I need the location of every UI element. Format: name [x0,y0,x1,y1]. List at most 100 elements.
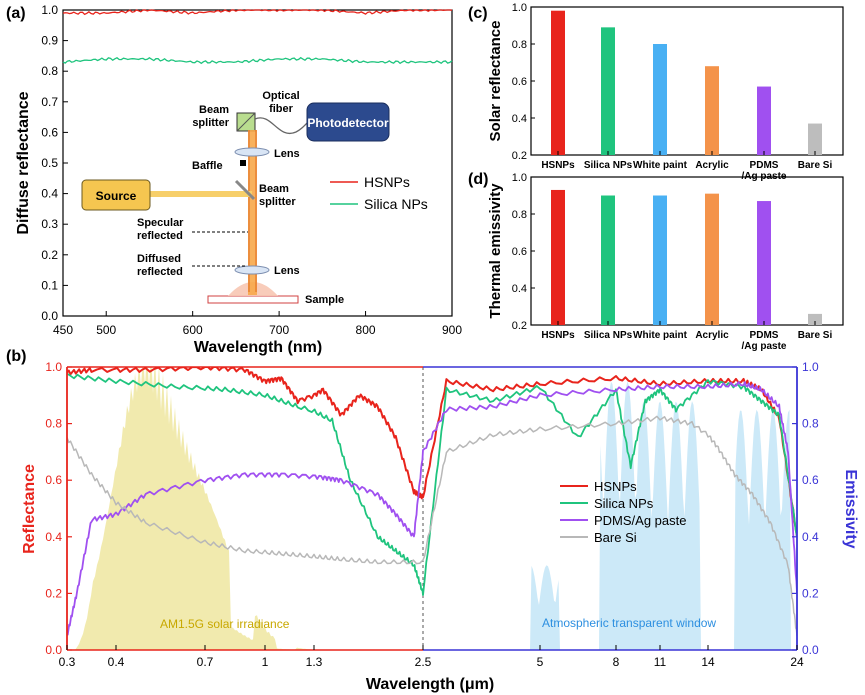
series-line-hsnps [62,9,453,16]
baffle-label: Baffle [192,160,223,172]
panel-d-y-ticks: 0.2 0.4 0.6 0.8 1.0 [512,172,535,332]
panel-d-y-axis-label: Thermal emissivity [487,183,504,319]
legend-label: PDMS/Ag paste [594,513,687,528]
category-label-line: Silica NPs [584,160,633,171]
bar-silica-nps [601,195,615,325]
panel-label-d: (d) [468,171,488,188]
atm-window-label: Atmospheric transparent window [542,616,716,630]
y-tick-label: 0.6 [512,76,527,88]
category-label: Acrylic [695,330,729,341]
right-y-tick-label: 0.2 [802,586,819,600]
bar-bare-si [808,123,822,155]
category-label: Acrylic [695,160,729,171]
series-line-pdms-ag-paste [67,381,797,636]
series-line-hsnps [67,367,797,537]
panel-a-y-ticks: 0.0 0.1 0.2 0.3 0.4 0.5 0.6 0.7 0.8 0.9 1.0 [41,3,68,323]
legend-label-silica: Silica NPs [364,196,428,212]
specular-label: Specular reflected [137,217,184,242]
x-tick-label: 600 [183,323,203,337]
bar-white-paint [653,44,667,155]
legend-label-hsnps: HSNPs [364,174,410,190]
y-tick-label: 0.8 [41,64,58,78]
right-y-tick-label: 0.4 [802,530,819,544]
left-y-tick-label: 0.0 [45,643,62,657]
panel-c-frame [530,6,844,156]
sample-plate [207,295,299,304]
bar-acrylic [705,66,719,155]
photodetector-box [306,102,390,142]
panel-c-y-ticks: 0.2 0.4 0.6 0.8 1.0 [512,2,535,162]
legend-label: Silica NPs [594,496,654,511]
x-tick-label: 700 [269,323,289,337]
beam-splitter-mid-line2: splitter [259,196,296,208]
panel-c: 0.2 0.4 0.6 0.8 1.0 HSNPs Silica NPs White pai… [487,2,844,182]
y-tick-label: 0.4 [512,283,527,295]
y-tick-label: 1.0 [512,2,527,14]
beam-splitter-mid-line1: Beam [259,183,289,195]
lens-bottom [234,265,270,275]
y-tick-label: 1.0 [512,172,527,184]
panel-a-x-ticks: 450 500 600 700 800 900 [53,311,462,337]
panel-b-legend: HSNPs Silica NPs PDMS/Ag paste Bare Si [560,479,687,545]
diffused-line1: Diffused [137,253,181,265]
panel-b: 0.0 0.0 0.2 0.2 0.4 0.4 0.6 0.6 0.8 0.8 1.0 1.0 0.3… [21,360,859,693]
bar-white-paint [653,195,667,325]
baffle-block [240,160,246,166]
panel-b-y-ticks: 0.0 0.0 0.2 0.2 0.4 0.4 0.6 0.6 0.8 0.8 1.0 1.0 [45,360,819,657]
category-label-line: White paint [633,330,688,341]
right-y-tick-label: 1.0 [802,360,819,374]
y-tick-label: 0.2 [512,320,527,332]
category-label: PDMS/Ag paste [741,330,786,352]
specular-line2: reflected [137,230,183,242]
panel-a-series [62,9,453,65]
right-y-tick-label: 0.6 [802,473,819,487]
x-tick-label: 0.4 [108,655,125,669]
y-tick-label: 0.3 [41,217,58,231]
optical-fiber-line [254,117,309,135]
y-tick-label: 0.4 [512,113,527,125]
panel-a-y-axis-label: Diffuse reflectance [15,91,32,234]
x-tick-label: 450 [53,323,73,337]
series-line-bare-si [67,415,797,636]
light-beam-horizontal [150,191,252,197]
optical-fiber-line2: fiber [269,103,294,115]
category-label: PDMS/Ag paste [741,160,786,182]
y-tick-label: 0.7 [41,95,58,109]
panel-b-x-ticks: 0.3 0.4 0.7 1 1.3 2.5 5 8 11 14 24 [59,645,804,669]
category-label: White paint [633,330,688,341]
panel-b-left-y-axis-label: Reflectance [21,464,38,554]
right-y-tick-label: 0.0 [802,643,819,657]
x-tick-label: 5 [537,655,544,669]
panel-c-y-axis-label: Solar reflectance [487,21,504,142]
category-label-line: HSNPs [541,330,575,341]
panel-d-frame [530,176,844,326]
diffused-label: Diffused reflected [137,253,183,278]
beam-splitter-mirror [234,179,256,201]
category-label-line: Acrylic [695,330,729,341]
diffused-line2: reflected [137,266,183,278]
y-tick-label: 0.8 [512,39,527,51]
panel-label-b: (b) [6,348,26,365]
category-label: HSNPs [541,160,575,171]
bar-bare-si [808,313,822,325]
panel-d-bars [551,189,822,325]
left-y-tick-label: 0.6 [45,473,62,487]
y-tick-label: 0.6 [41,125,58,139]
y-tick-label: 1.0 [41,3,58,17]
light-beam-vertical [248,130,257,295]
legend-label: HSNPs [594,479,637,494]
optical-fiber-label: Optical fiber [262,90,299,115]
panel-b-series [67,367,797,636]
y-tick-label: 0.9 [41,34,58,48]
x-tick-label: 0.7 [197,655,214,669]
sample-label: Sample [305,294,344,306]
category-label: Bare Si [798,330,833,341]
beam-splitter-top-line1: Beam [199,104,229,116]
left-y-tick-label: 1.0 [45,360,62,374]
category-label: HSNPs [541,330,575,341]
x-tick-label: 1.3 [306,655,323,669]
x-tick-label: 11 [654,655,667,669]
optical-fiber-line1: Optical [262,90,299,102]
panel-a: 0.0 0.1 0.2 0.3 0.4 0.5 0.6 0.7 0.8 0.9 1.0 450 500… [15,3,462,356]
